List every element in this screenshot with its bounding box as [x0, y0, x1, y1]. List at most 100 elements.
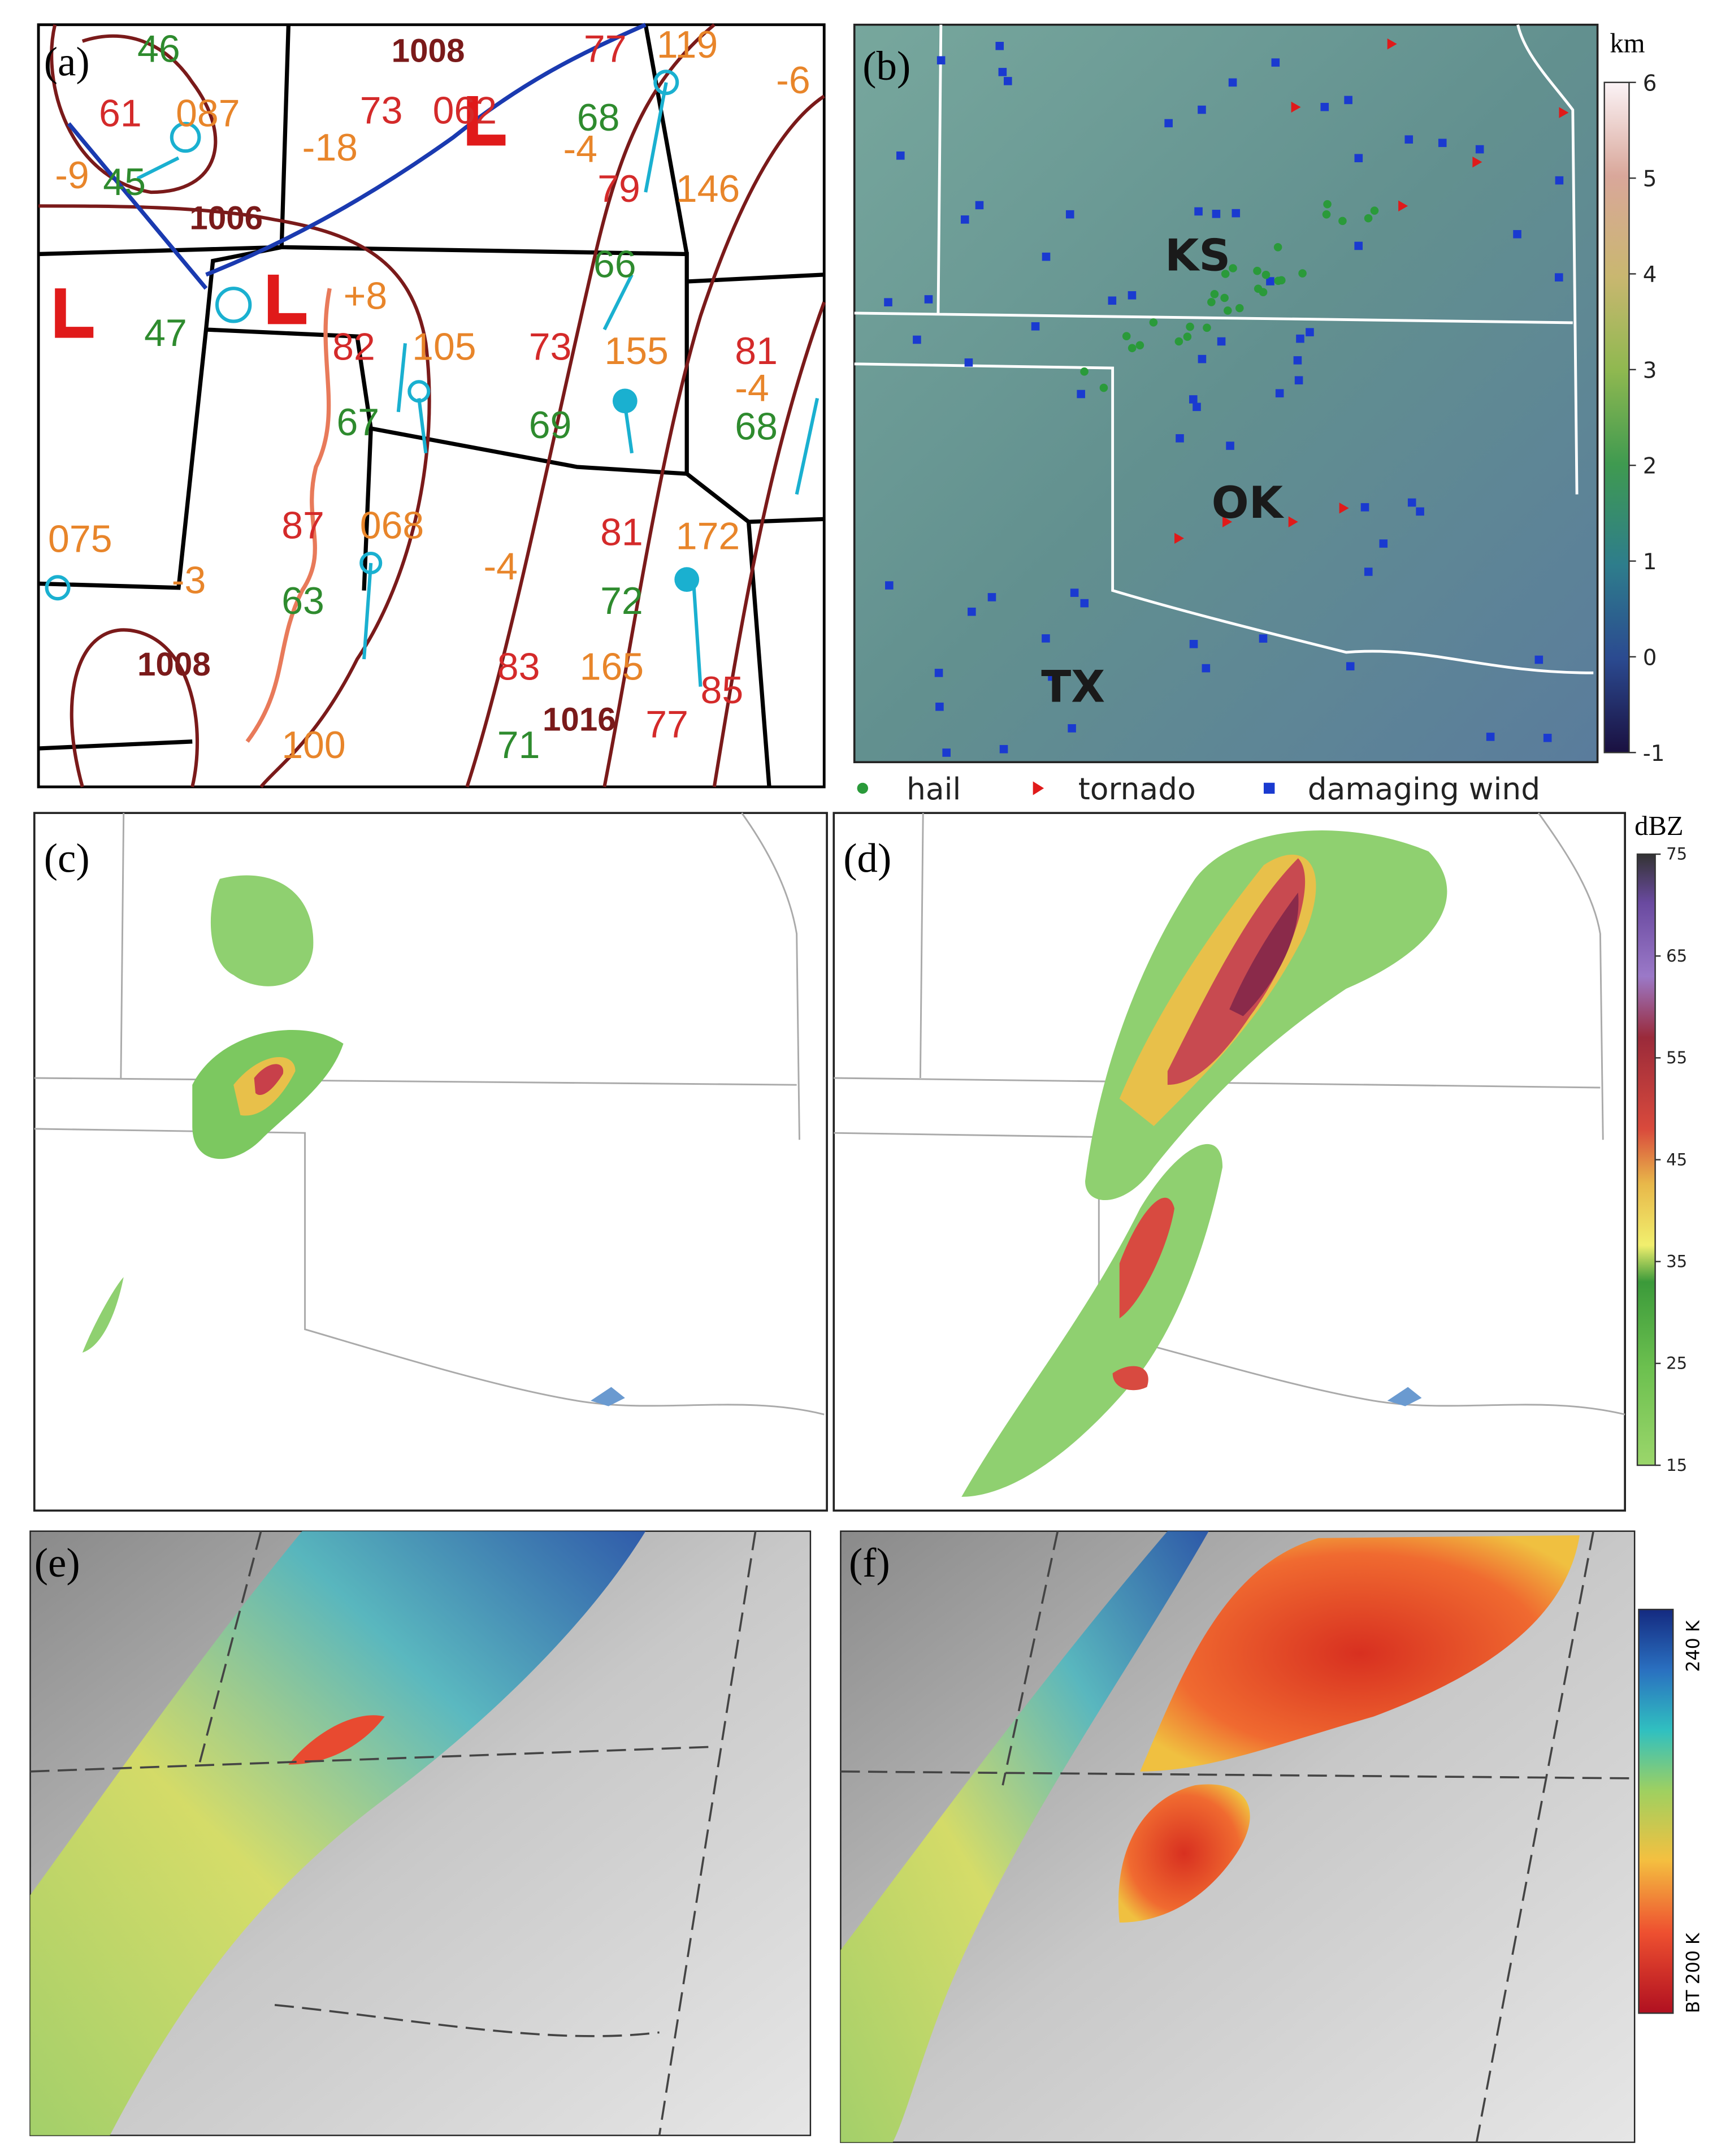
- panel-f: 240 K BT 200 K (f): [840, 1530, 1703, 2143]
- station-label: 46: [137, 27, 180, 70]
- wind-report: [1271, 58, 1280, 67]
- station-label: 47: [144, 311, 187, 354]
- station-label: 73: [529, 325, 572, 368]
- hail-report: [1323, 200, 1332, 209]
- colorbar-tick-label: 15: [1666, 1456, 1687, 1475]
- wind-report: [1194, 207, 1203, 216]
- colorbar-tick-label: 0: [1643, 645, 1657, 670]
- hail-report: [1174, 337, 1183, 346]
- hail-report: [1210, 290, 1219, 298]
- wind-report: [1198, 354, 1207, 363]
- station-label: -4: [735, 366, 769, 409]
- colorbar-tick-label: 55: [1666, 1048, 1687, 1067]
- wind-report: [1534, 655, 1543, 664]
- hail-report: [1221, 270, 1230, 278]
- wind-report: [995, 42, 1004, 50]
- hail-report: [1207, 298, 1216, 306]
- station-labels: 46 1008 77 119-661 087 73 062 68-9 45-18 -479 1461…: [48, 23, 810, 767]
- station-label: 146: [676, 167, 740, 210]
- colorbar-tick-label: 6: [1643, 71, 1657, 96]
- panel-label: (d): [843, 835, 891, 881]
- station-label: 82: [332, 325, 375, 368]
- colorbar-tick-label: 2: [1643, 454, 1657, 479]
- wind-report: [1259, 634, 1268, 643]
- wind-barbs: [45, 70, 820, 687]
- wind-report: [1354, 241, 1363, 250]
- station-label: 1008: [137, 646, 211, 683]
- low-markers: [55, 96, 506, 338]
- state-label: OK: [1212, 478, 1285, 529]
- hail-report: [1235, 304, 1244, 313]
- station-label: -3: [172, 559, 206, 601]
- panel-a: 46 1008 77 119-661 087 73 062 68-9 45-18 -479 1461…: [37, 23, 826, 789]
- wind-report: [1379, 539, 1388, 548]
- wind-report: [1217, 337, 1226, 346]
- station-label: 66: [593, 243, 636, 286]
- station-label: 062: [433, 89, 497, 132]
- tornado-report: [1222, 516, 1233, 527]
- panel-label: (a): [44, 39, 90, 85]
- wind-report: [1176, 434, 1184, 443]
- station-label: 165: [580, 646, 644, 689]
- hail-report: [1149, 318, 1158, 327]
- station-label: 69: [529, 404, 572, 447]
- colorbar: [1638, 1608, 1674, 2014]
- cloud-band: [840, 1531, 1209, 2142]
- wind-report: [1364, 568, 1373, 576]
- colorbar: [1603, 81, 1630, 754]
- station-label: -4: [484, 545, 518, 588]
- station-label: +8: [344, 275, 388, 318]
- wind-report: [999, 744, 1008, 754]
- station-label: 81: [735, 330, 778, 373]
- legend-label: damaging wind: [1308, 771, 1540, 807]
- station-label: 155: [604, 330, 669, 373]
- legend-marker: [857, 782, 869, 794]
- wind-report: [1189, 395, 1198, 404]
- station-label: 068: [360, 504, 424, 547]
- panel-label: (e): [34, 1540, 80, 1586]
- hail-report: [1322, 210, 1331, 219]
- colorbar-tick-label: 4: [1643, 262, 1657, 288]
- wind-report: [1212, 210, 1221, 218]
- state-borders: [840, 1531, 1635, 2143]
- station-label: 85: [701, 669, 744, 712]
- wind-report: [1346, 662, 1355, 670]
- legend-label: hail: [907, 771, 961, 807]
- reflectivity: [961, 830, 1447, 1497]
- wind-report: [1306, 328, 1314, 336]
- wind-report: [1042, 252, 1051, 261]
- station-label: -18: [302, 126, 358, 169]
- hail-report: [1183, 332, 1192, 341]
- station-label: 81: [600, 510, 643, 553]
- wind-report: [884, 298, 892, 306]
- anvil: [1140, 1535, 1580, 1772]
- station-label: 1008: [392, 32, 465, 69]
- convective-core: [288, 1715, 385, 1765]
- colorbar-tick-label: 45: [1666, 1150, 1687, 1169]
- colorbar-tick-label: 3: [1643, 358, 1657, 383]
- panel-e: (e): [29, 1530, 812, 2136]
- colorbar-ticks: -1 0 1 2 3 4 5 6: [1629, 71, 1665, 767]
- colorbar-bottom-label: BT 200 K: [1683, 1932, 1703, 2013]
- hail-report: [1186, 322, 1194, 331]
- station-label: 105: [412, 325, 476, 368]
- dryline: [245, 288, 332, 743]
- station-label: 67: [336, 401, 379, 444]
- colorbar-tick-label: 5: [1643, 167, 1657, 192]
- tornado-report: [1559, 107, 1569, 118]
- wind-report: [1407, 498, 1416, 507]
- colorbar-tick-label: 1: [1643, 549, 1657, 575]
- wind-report: [1438, 138, 1447, 148]
- station-label: 68: [735, 405, 778, 448]
- legend-marker: [1263, 782, 1275, 794]
- wind-report: [1164, 119, 1173, 128]
- wind-report: [1266, 277, 1274, 285]
- wind-report: [964, 358, 973, 367]
- wind-report: [935, 702, 944, 711]
- station-label: 45: [103, 161, 146, 204]
- wind-report: [1108, 296, 1117, 305]
- wind-report: [1189, 640, 1198, 648]
- legend-marker: [1033, 781, 1044, 795]
- hail-report: [1261, 270, 1271, 279]
- station-label: 71: [497, 724, 540, 767]
